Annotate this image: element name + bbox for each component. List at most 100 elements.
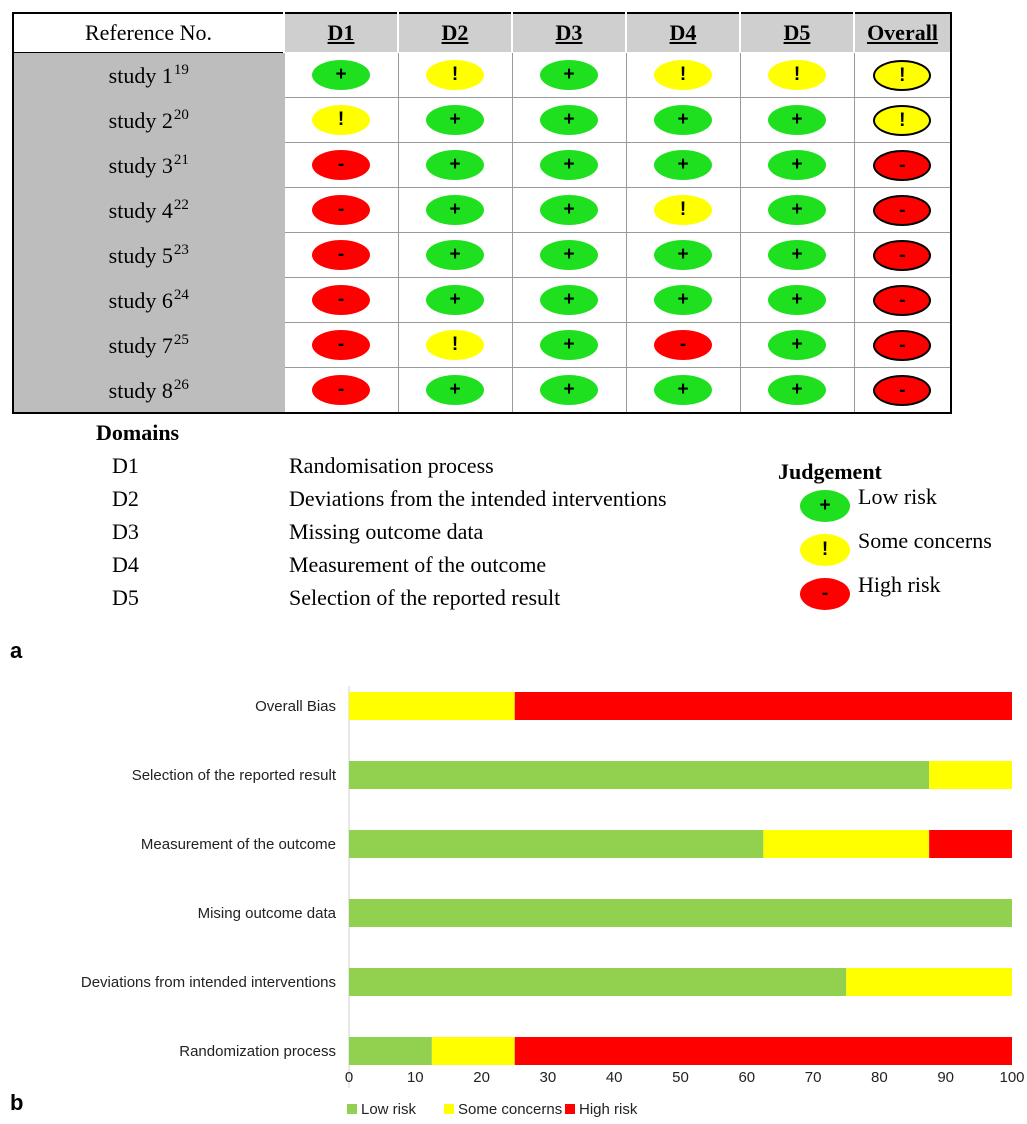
high-risk-marker: -: [312, 150, 370, 180]
low-risk-marker: +: [426, 195, 484, 225]
low-risk-marker: +: [654, 240, 712, 270]
x-tick-label: 10: [407, 1069, 424, 1086]
legend-label: High risk: [579, 1101, 638, 1118]
domain-judgement-cell: +: [511, 232, 627, 278]
judgement-legend-title: Judgement: [778, 459, 882, 484]
bar-high-risk: [929, 830, 1012, 858]
x-tick-label: 0: [345, 1069, 353, 1086]
domain-judgement-cell: +: [511, 142, 627, 188]
study-name-cell: study 826: [12, 367, 285, 414]
domain-judgement-cell: +: [511, 97, 627, 143]
some-risk-legend-marker: !: [800, 534, 850, 566]
some-risk-marker: !: [654, 195, 712, 225]
x-tick-label: 30: [540, 1069, 557, 1086]
domain-header-d1: D1: [283, 12, 399, 53]
study-name: study 8: [108, 377, 173, 403]
bar-low-risk: [349, 1037, 432, 1065]
study-reference-number: 23: [173, 241, 189, 258]
some-risk-marker: !: [426, 60, 484, 90]
low-risk-marker: +: [654, 150, 712, 180]
overall-judgement-cell: -: [853, 277, 952, 323]
low-risk-marker: +: [426, 240, 484, 270]
high-risk-marker: -: [312, 285, 370, 315]
domain-judgement-cell: -: [283, 232, 399, 278]
low-risk-marker: +: [768, 285, 826, 315]
domain-description: Randomisation process: [289, 453, 494, 478]
domain-judgement-cell: +: [511, 367, 627, 414]
bar-high-risk: [514, 692, 1012, 720]
some-risk-marker: !: [312, 105, 370, 135]
low-risk-marker: +: [426, 375, 484, 405]
domain-judgement-cell: -: [625, 322, 741, 368]
low-risk-marker: +: [426, 150, 484, 180]
domain-judgement-cell: -: [283, 367, 399, 414]
study-name-cell: study 119: [12, 52, 285, 98]
low-risk-marker: +: [312, 60, 370, 90]
domain-judgement-cell: +: [739, 232, 855, 278]
low-risk-marker: +: [540, 330, 598, 360]
domain-judgement-cell: !: [625, 187, 741, 233]
some-risk-marker: !: [873, 59, 932, 91]
domain-judgement-cell: -: [283, 322, 399, 368]
domain-judgement-cell: +: [739, 142, 855, 188]
overall-judgement-cell: -: [853, 367, 952, 414]
low-risk-marker: +: [540, 375, 598, 405]
domain-header-d3: D3: [511, 12, 627, 53]
bar-low-risk: [349, 899, 1012, 927]
x-tick-label: 60: [738, 1069, 755, 1086]
stacked-bar-chart: Overall Bias Selection of the reported re…: [81, 686, 1025, 1118]
high-risk-marker: -: [873, 284, 932, 316]
some-risk-marker: !: [768, 60, 826, 90]
bar-low-risk: [349, 761, 930, 789]
domain-description: Selection of the reported result: [289, 585, 561, 610]
domain-judgement-cell: +: [511, 52, 627, 98]
category-label: Selection of the reported result: [132, 767, 337, 784]
bar-some-concerns: [763, 830, 930, 858]
domain-judgement-cell: +: [625, 97, 741, 143]
low-risk-marker: +: [426, 285, 484, 315]
domain-judgement-cell: +: [739, 277, 855, 323]
table-body: study 119 +! +!!! study 220! + + + +! study 321-…: [12, 52, 952, 414]
domain-header-d4: D4: [625, 12, 741, 53]
legend-label: Low risk: [361, 1101, 417, 1118]
panel-label-b: b: [10, 1090, 24, 1115]
legend-label: Some concerns: [458, 1101, 562, 1118]
domain-judgement-cell: +: [511, 187, 627, 233]
table-row: study 523- + + + + -: [12, 232, 952, 278]
domain-description: Deviations from the intended interventio…: [289, 486, 667, 511]
study-name: study 1: [108, 62, 173, 88]
study-reference-number: 20: [173, 106, 189, 123]
study-name: study 4: [108, 197, 173, 223]
low-risk-legend-marker: +: [800, 490, 850, 522]
domain-code: D4: [112, 552, 139, 577]
table-row: study 826- + + + + -: [12, 367, 952, 414]
x-tick-label: 70: [805, 1069, 822, 1086]
category-label: Mising outcome data: [198, 905, 337, 922]
low-risk-marker: +: [768, 330, 826, 360]
domain-judgement-cell: !: [283, 97, 399, 143]
low-risk-marker: +: [768, 375, 826, 405]
category-label: Overall Bias: [255, 698, 336, 715]
judgement-label: Some concerns: [858, 528, 992, 553]
bar-some-concerns: [431, 1037, 515, 1065]
high-risk-marker: -: [654, 330, 712, 360]
legend-swatch: [347, 1104, 357, 1114]
domain-description: Measurement of the outcome: [289, 552, 547, 577]
domain-judgement-cell: +: [511, 322, 627, 368]
overall-judgement-cell: -: [853, 142, 952, 188]
high-risk-marker: -: [312, 330, 370, 360]
study-reference-number: 21: [173, 151, 189, 168]
domain-judgement-cell: +: [397, 367, 513, 414]
bar-some-concerns: [929, 761, 1012, 789]
category-label: Deviations from intended interventions: [81, 974, 336, 991]
low-risk-marker: +: [654, 105, 712, 135]
x-tick-label: 40: [606, 1069, 623, 1086]
table-row: study 624- + + + + -: [12, 277, 952, 323]
x-tick-label: 90: [937, 1069, 954, 1086]
x-tick-label: 100: [999, 1069, 1024, 1086]
domain-judgement-cell: -: [283, 277, 399, 323]
study-name-cell: study 220: [12, 97, 285, 143]
study-reference-number: 24: [173, 286, 189, 303]
x-tick-label: 50: [672, 1069, 689, 1086]
domain-judgement-cell: +: [739, 367, 855, 414]
